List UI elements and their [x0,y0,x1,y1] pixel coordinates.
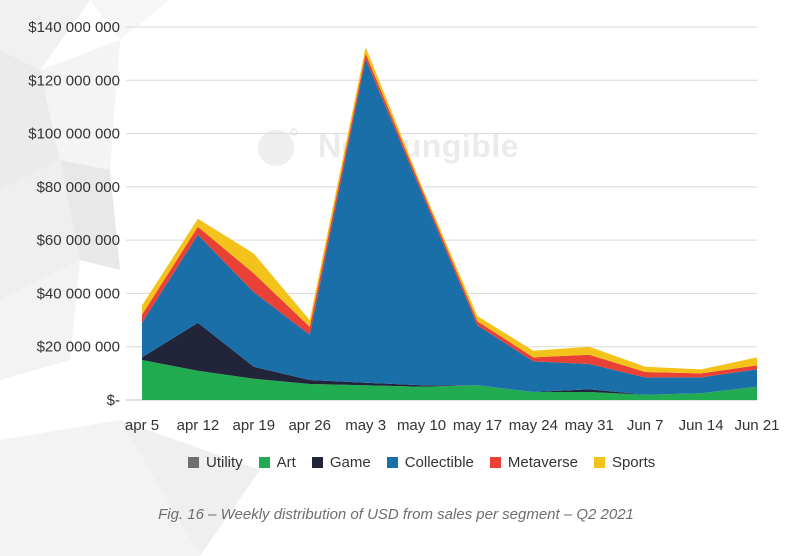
x-tick-label: may 31 [565,417,614,434]
x-tick-label: apr 26 [288,417,331,434]
x-tick-label: Jun 21 [734,417,779,434]
legend-label-metaverse: Metaverse [507,453,578,471]
legend-item-game: Game [311,453,371,471]
area-art [142,360,757,400]
x-tick-label: Jun 7 [627,417,664,434]
x-tick-label: may 17 [453,417,502,434]
x-tick-label: apr 12 [177,417,220,434]
legend-label-art: Art [276,453,296,471]
legend-swatch-metaverse [489,456,501,468]
y-tick-label: $40 000 000 [37,285,120,302]
area-game [142,322,757,395]
x-tick-label: Jun 14 [679,417,724,434]
x-tick-label: may 10 [397,417,446,434]
y-axis-tick-labels: $- $20 000 000 $40 000 000 $60 000 000 $80 0… [28,19,120,409]
figure-caption: Fig. 16 – Weekly distribution of USD fro… [158,506,634,523]
x-tick-label: apr 19 [233,417,276,434]
legend-item-sports: Sports [593,453,656,471]
watermark-logo-icon [258,128,298,166]
legend-item-utility: Utility [188,454,243,471]
legend-swatch-utility [188,456,199,468]
legend-label-utility: Utility [206,453,243,471]
legend-swatch-art [258,456,270,468]
legend-swatch-sports [593,456,605,468]
y-tick-label: $60 000 000 [37,232,120,249]
legend-item-collectible: Collectible [386,453,474,471]
x-axis-tick-labels: apr 5 apr 12 apr 19 apr 26 may 3 may 10 may 17… [125,417,780,434]
y-tick-label: $80 000 000 [37,179,120,196]
stacked-area-chart: $- $20 000 000 $40 000 000 $60 000 000 $80 0… [28,19,780,434]
y-tick-label: $140 000 000 [28,19,120,36]
legend-label-sports: Sports [611,453,656,471]
legend-item-art: Art [258,453,296,471]
x-tick-label: apr 5 [125,417,159,434]
legend-label-game: Game [329,453,371,471]
y-tick-label: $- [107,392,120,409]
legend-label-collectible: Collectible [404,453,474,471]
x-tick-label: may 24 [509,417,558,434]
y-tick-label: $120 000 000 [28,72,120,89]
legend-swatch-game [311,456,323,468]
legend: Utility Art Game Collectible Metaverse S… [188,452,671,472]
area-collectible [142,59,757,395]
legend-swatch-collectible [386,456,398,468]
y-tick-label: $20 000 000 [37,339,120,356]
y-tick-label: $100 000 000 [28,126,120,143]
area-series [142,47,757,400]
x-tick-label: may 3 [345,417,386,434]
legend-item-metaverse: Metaverse [489,453,578,471]
